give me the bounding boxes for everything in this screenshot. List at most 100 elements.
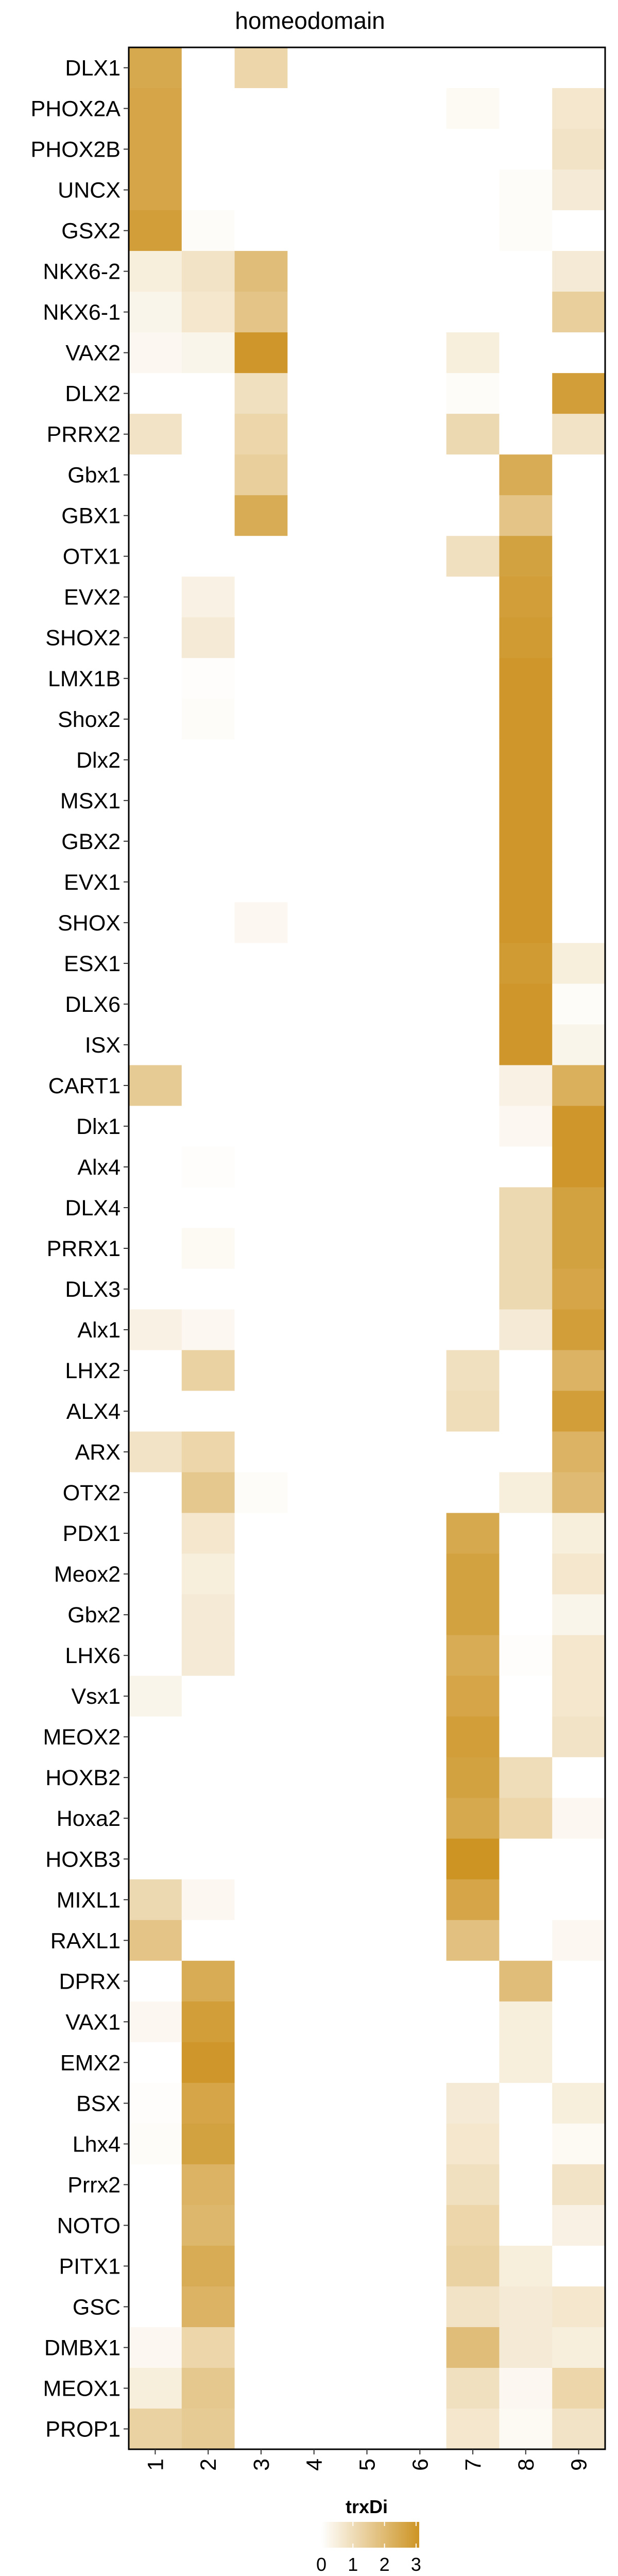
heatmap-cell [393,210,447,251]
heatmap-cell [393,699,447,740]
heatmap-cell [446,1350,500,1392]
row-label: DLX4 [65,1196,121,1221]
row-label: PROP1 [45,2417,121,2442]
heatmap-cell [181,1350,235,1392]
heatmap-cell [499,1431,553,1473]
heatmap-cell [393,902,447,943]
legend-tick-label: 0 [316,2554,327,2575]
row-label: ISX [85,1033,121,1058]
heatmap-cell [181,1594,235,1636]
heatmap-cell [234,943,288,984]
heatmap-cell [499,1635,553,1676]
heatmap-cell [446,2042,500,2083]
heatmap-cell [181,1716,235,1758]
heatmap-cell [340,821,394,862]
heatmap-cell [129,2123,182,2165]
column-label: 8 [514,2459,539,2471]
heatmap-cell [446,2082,500,2124]
heatmap-cell [287,414,341,455]
heatmap-cell [340,1268,394,1310]
heatmap-cell [234,1228,288,1269]
heatmap-cell [499,536,553,577]
heatmap-cell [446,1675,500,1717]
heatmap-cell [393,1757,447,1799]
heatmap-cell [499,1879,553,1921]
row-label: PITX1 [59,2254,121,2279]
heatmap-cell [234,1350,288,1392]
heatmap-cell [552,739,606,781]
heatmap-cell [129,943,182,984]
heatmap-cell [287,2164,341,2206]
heatmap-cell [340,2205,394,2246]
heatmap-cell [393,1513,447,1554]
heatmap-cell [446,47,500,89]
heatmap-cell [181,1798,235,1839]
heatmap-cell [499,1513,553,1554]
heatmap-cell [499,617,553,658]
heatmap-cell [129,495,182,536]
heatmap-cell [181,414,235,455]
heatmap-cell [552,1675,606,1717]
heatmap-cell [499,1268,553,1310]
heatmap-cell [234,1268,288,1310]
heatmap-cell [446,1960,500,2002]
heatmap-cell [446,1146,500,1188]
heatmap-cell [446,902,500,943]
heatmap-cell [234,1513,288,1554]
heatmap-cell [393,821,447,862]
heatmap-cell [287,1350,341,1392]
heatmap-cell [499,1798,553,1839]
heatmap-cell [499,1553,553,1595]
heatmap-cell [181,1920,235,1961]
heatmap-cell [393,780,447,821]
heatmap-cell [552,699,606,740]
heatmap-cell [552,2123,606,2165]
heatmap-cell [234,1716,288,1758]
heatmap-cell [234,129,288,170]
heatmap-cell [340,617,394,658]
heatmap-cell [129,2205,182,2246]
heatmap-cell [446,658,500,699]
heatmap-cell [499,454,553,496]
heatmap-cell [552,2205,606,2246]
heatmap-cell [393,984,447,1025]
column-label: 1 [143,2459,168,2471]
heatmap-cell [393,1920,447,1961]
heatmap-cell [446,1513,500,1554]
row-label: UNCX [58,178,121,203]
heatmap-cell [499,821,553,862]
heatmap-cell [446,88,500,129]
row-label: LHX2 [65,1359,121,1383]
heatmap-cell [340,1716,394,1758]
heatmap-cell [340,170,394,211]
heatmap-cell [393,2001,447,2043]
heatmap-cell [499,292,553,333]
heatmap-cell [234,984,288,1025]
heatmap-cell [181,1757,235,1799]
heatmap-cell [446,2408,500,2450]
heatmap-cell [129,1065,182,1107]
heatmap-cell [181,1187,235,1229]
heatmap-cell [181,658,235,699]
heatmap-cell [499,129,553,170]
heatmap-cell [446,1757,500,1799]
heatmap-cell [393,170,447,211]
row-label: CART1 [48,1074,121,1098]
heatmap-cell [446,292,500,333]
heatmap-cell [499,1472,553,1514]
heatmap-cell [393,1675,447,1717]
heatmap-cell [234,1920,288,1961]
heatmap-cell [552,1391,606,1432]
heatmap-cell [234,1024,288,1066]
heatmap-cell [499,2001,553,2043]
heatmap-cell [446,739,500,781]
row-label: DLX6 [65,992,121,1017]
heatmap-cell [340,210,394,251]
heatmap-cell [129,1798,182,1839]
heatmap-cell [129,2408,182,2450]
heatmap-cell [393,2245,447,2287]
row-label: GBX2 [61,829,121,854]
heatmap-cell [234,170,288,211]
heatmap-cell [499,780,553,821]
heatmap-cell [552,1350,606,1392]
